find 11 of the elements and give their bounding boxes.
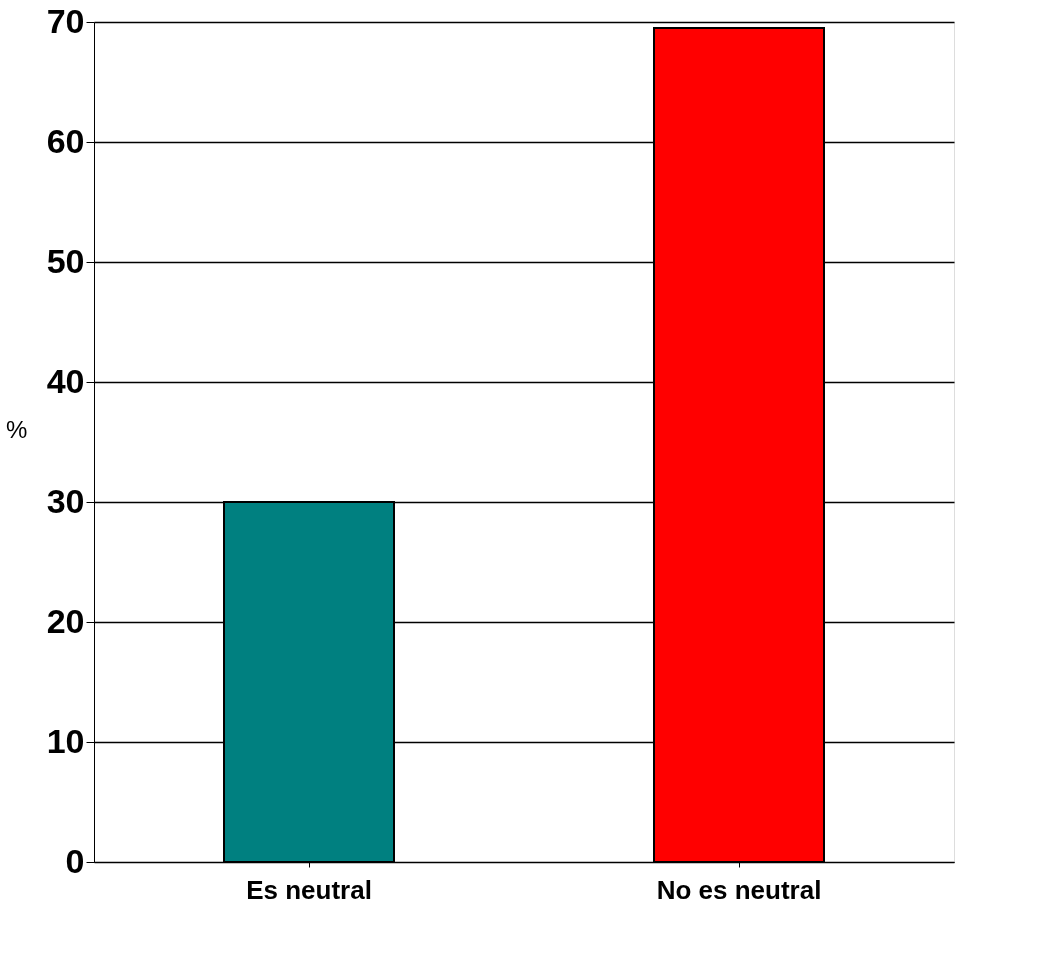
y-tick-label: 70 [46,1,85,40]
y-tick-label: 40 [46,361,85,400]
y-tick-label: 10 [46,721,85,760]
y-tick-label: 30 [46,481,85,520]
y-tick-label: 20 [46,601,85,640]
y-tick-label: 50 [46,241,85,280]
y-tick-label: 60 [46,121,85,160]
x-tick-label: No es neutral [656,874,822,905]
y-axis-title: % [6,415,28,443]
x-tick-label: Es neutral [246,874,372,905]
y-tick-label: 0 [65,841,85,880]
